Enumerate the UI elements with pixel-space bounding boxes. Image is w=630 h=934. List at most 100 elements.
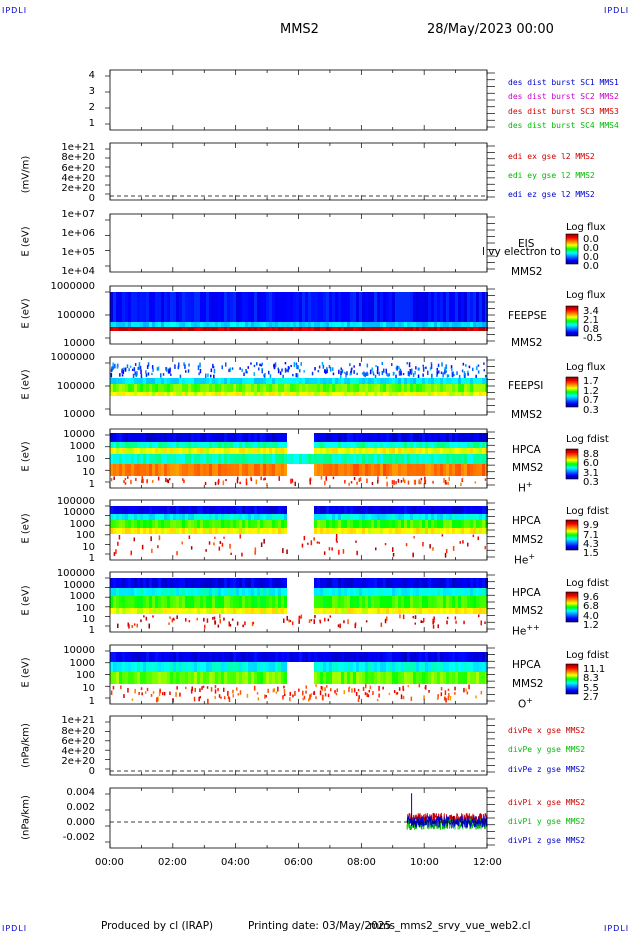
corner-mark-top-right: IPDLI — [604, 6, 630, 15]
spectrogram-cell — [212, 433, 215, 442]
spectrogram-cell — [275, 448, 278, 454]
spectrogram-cell — [142, 478, 144, 484]
tag-feepsi-instrument: FEEPSI — [508, 380, 544, 392]
spectrogram-cell — [395, 588, 398, 596]
spectrogram-cell — [191, 442, 194, 448]
spectrogram-cell — [147, 362, 150, 367]
spectrogram-cell — [128, 588, 131, 596]
spectrogram-cell — [174, 364, 176, 369]
spectrogram-cell — [356, 481, 358, 485]
spectrogram-cell — [368, 596, 371, 608]
spectrogram-cell — [353, 506, 356, 514]
spectrogram-cell — [401, 520, 404, 528]
spectrogram-cell — [266, 596, 269, 608]
spectrogram-cell — [404, 520, 407, 528]
spectrogram-cell — [482, 588, 485, 596]
spectrogram-cell — [317, 384, 320, 392]
spectrogram-cell — [374, 292, 377, 322]
spectrogram-cell — [293, 454, 296, 464]
spectrogram-cell — [295, 373, 297, 378]
spectrogram-cell — [263, 514, 266, 520]
spectrogram-cell — [113, 476, 115, 481]
spectrogram-cell — [341, 588, 344, 596]
spectrogram-cell — [326, 528, 329, 534]
spectrogram-cell — [386, 616, 388, 621]
spectrogram-cell — [476, 528, 479, 534]
spectrogram-cell — [152, 327, 155, 331]
spectrogram-cell — [347, 327, 350, 331]
spectrogram-cell — [113, 454, 116, 476]
spectrogram-cell — [395, 608, 398, 614]
spectrogram-cell — [224, 454, 227, 476]
spectrogram-cell — [197, 596, 200, 608]
spectrogram-cell — [284, 362, 287, 365]
spectrogram-cell — [389, 596, 392, 608]
spectrogram-cell — [428, 596, 431, 608]
spectrogram-cell — [167, 596, 170, 608]
hpca-he-band-green — [110, 520, 488, 528]
spectrogram-cell — [130, 479, 132, 485]
spectrogram-cell — [308, 652, 311, 662]
spectrogram-cell — [449, 662, 452, 672]
spectrogram-cell — [299, 384, 302, 392]
spectrogram-cell — [236, 478, 239, 484]
spectrogram-cell — [140, 662, 143, 672]
spectrogram-cell — [173, 384, 176, 392]
spectrogram-cell — [214, 536, 216, 539]
spectrogram-cell — [449, 652, 452, 662]
spectrogram-cell — [140, 454, 143, 464]
colorbar-value: 8.3 — [583, 673, 599, 684]
spectrogram-cell — [287, 454, 290, 464]
spectrogram-cell — [365, 454, 368, 476]
spectrogram-cell — [128, 448, 131, 454]
spectrogram-cell — [458, 378, 461, 384]
spectrogram-cell — [425, 528, 428, 534]
spectrogram-cell — [344, 322, 347, 327]
spectrogram-cell — [116, 378, 119, 384]
spectrogram-cell — [437, 596, 440, 608]
tag-hpca-h-spacecraft: MMS2 — [512, 462, 544, 474]
spectrogram-cell — [182, 506, 185, 514]
spectrogram-cell — [230, 322, 233, 327]
spectrogram-cell — [123, 694, 125, 699]
spectrogram-cell — [263, 538, 265, 544]
spectrogram-cell — [456, 371, 458, 376]
ytick: 3 — [88, 86, 95, 97]
spectrogram-cell — [470, 454, 473, 464]
spectrogram-cell — [210, 374, 212, 378]
spectrogram-cell — [119, 392, 122, 396]
spectrogram-cell — [110, 690, 113, 696]
colorbar-title-hpca-he: Log fdist — [566, 506, 609, 517]
spectrogram-cell — [167, 578, 170, 588]
hpca-hepp-band-yellow — [110, 608, 488, 614]
spectrogram-cell — [338, 578, 341, 588]
spectrogram-cell — [158, 378, 161, 384]
spectrogram-cell — [179, 520, 182, 528]
spectrogram-cell — [212, 442, 215, 448]
spectrogram-cell — [215, 596, 218, 608]
spectrogram-cell — [179, 322, 182, 327]
spectrogram-cell — [356, 506, 359, 514]
spectrogram-cell — [218, 506, 221, 514]
spectrogram-cell — [467, 528, 470, 534]
spectrogram-cell — [179, 578, 182, 588]
spectrogram-cell — [110, 652, 113, 662]
spectrogram-cell — [458, 578, 461, 588]
spectrogram-cell — [218, 442, 221, 448]
spectrogram-cell — [266, 392, 269, 396]
spectrogram-cell — [170, 520, 173, 528]
spectrogram-cell — [353, 433, 356, 442]
spectrogram-cell — [131, 506, 134, 514]
panel-frame — [109, 715, 488, 776]
spectrogram-cell — [281, 588, 284, 596]
spectrogram-cell — [446, 616, 449, 620]
spectrogram-cell — [345, 373, 347, 378]
spectrogram-cell — [188, 454, 191, 464]
spectrogram-cell — [305, 327, 308, 331]
spectrogram-cell — [470, 528, 473, 534]
spectrogram-cell — [482, 322, 485, 327]
spectrogram-cell — [194, 608, 197, 614]
spectrogram-cell — [260, 433, 263, 442]
spectrogram-cell — [383, 442, 386, 448]
spectrogram-cell — [286, 615, 288, 621]
